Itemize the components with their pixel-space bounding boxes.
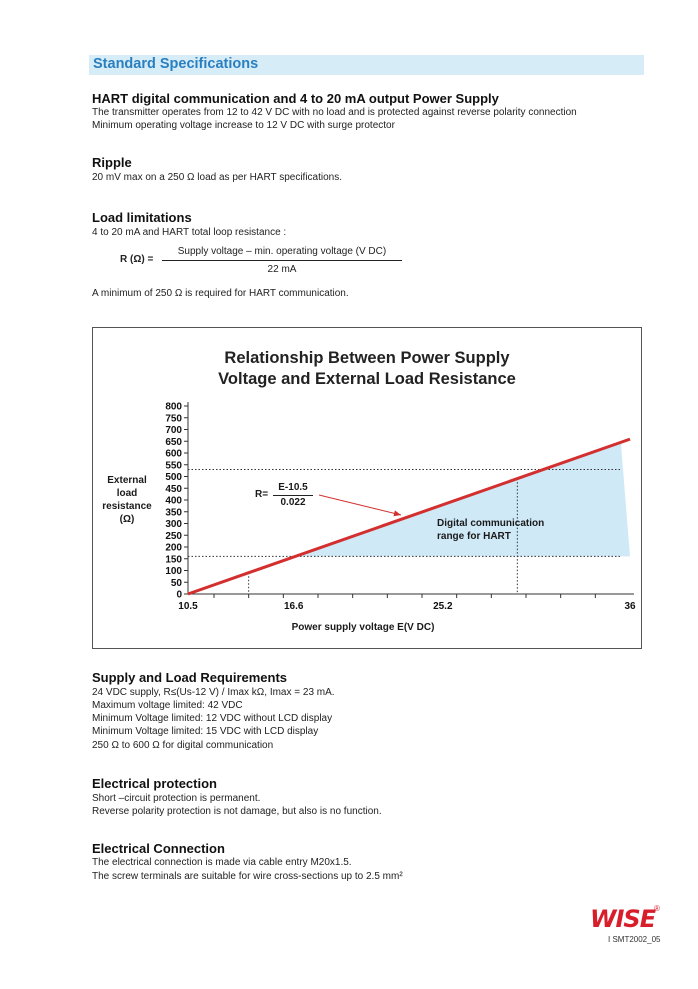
ripple-line-1: 20 mV max on a 250 Ω load as per HART sp…	[92, 172, 343, 183]
y-tick-label: 700	[165, 425, 182, 436]
hart-line-1: The transmitter operates from 12 to 42 V…	[92, 107, 577, 118]
electrical-protection-heading: Electrical protection	[92, 776, 217, 791]
y-tick-label: 100	[165, 566, 182, 577]
y-axis-label: External load resistance (Ω)	[97, 474, 157, 526]
x-tick-label: 10.5	[178, 601, 198, 612]
x-tick-label: 16.6	[284, 601, 304, 612]
y-axis-label-line: resistance	[102, 501, 152, 512]
supply-line: Maximum voltage limited: 42 VDC	[92, 700, 243, 711]
supply-line: 24 VDC supply, R≤(Us-12 V) / Imax kΩ, Im…	[92, 687, 335, 698]
series-line	[187, 437, 631, 596]
y-ticks: 0501001502002503003504004505005506006507…	[165, 402, 188, 601]
electrical-connection-line: The electrical connection is made via ca…	[92, 857, 352, 868]
y-tick-label: 50	[171, 578, 183, 589]
y-tick-label: 200	[165, 543, 182, 554]
y-axis-label-line: External	[107, 475, 147, 486]
section-banner: Standard Specifications	[89, 55, 644, 75]
section-title: Standard Specifications	[93, 56, 259, 72]
load-heading: Load limitations	[92, 210, 192, 225]
load-line-2: A minimum of 250 Ω is required for HART …	[92, 288, 349, 299]
electrical-connection-heading: Electrical Connection	[92, 841, 225, 856]
y-tick-label: 600	[165, 449, 182, 460]
hart-line-2: Minimum operating voltage increase to 12…	[92, 120, 395, 131]
chart-formula-bar	[273, 495, 313, 496]
load-formula-lhs: R (Ω) =	[120, 254, 154, 265]
y-tick-label: 650	[165, 437, 182, 448]
wise-logo: WISE	[590, 905, 656, 933]
load-formula-bar	[162, 260, 402, 261]
load-formula-numerator: Supply voltage – min. operating voltage …	[177, 246, 387, 257]
region-label-line-1: Digital communication	[437, 518, 545, 529]
hart-heading: HART digital communication and 4 to 20 m…	[92, 91, 499, 106]
formula-arrow	[318, 494, 402, 516]
chart-formula-lhs: R=	[255, 489, 269, 500]
load-line-1: 4 to 20 mA and HART total loop resistanc…	[92, 227, 287, 238]
registered-mark: ®	[654, 904, 660, 913]
chart-formula-numerator: E-10.5	[278, 482, 308, 493]
supply-line: Minimum Voltage limited: 15 VDC with LCD…	[92, 726, 319, 737]
formula-arrowhead	[393, 510, 401, 517]
chart-formula-denominator: 0.022	[280, 497, 306, 508]
ripple-heading: Ripple	[92, 155, 132, 170]
x-tick-label: 25.2	[433, 601, 453, 612]
chart-plot: 0501001502002503003504004505005506006507…	[165, 402, 636, 613]
x-ticks: 10.5 16.6 25.2 36	[178, 594, 636, 612]
supply-line: Minimum Voltage limited: 12 VDC without …	[92, 713, 333, 724]
x-axis-label: Power supply voltage E(V DC)	[291, 622, 435, 633]
y-tick-label: 750	[165, 413, 182, 424]
load-formula-denominator: 22 mA	[267, 264, 297, 275]
electrical-protection-line: Short –circuit protection is permanent.	[92, 793, 261, 804]
electrical-protection-line: Reverse polarity protection is not damag…	[92, 806, 382, 817]
region-label-line-2: range for HART	[437, 531, 511, 542]
y-tick-label: 0	[176, 590, 182, 601]
y-tick-label: 150	[165, 554, 182, 565]
y-tick-label: 550	[165, 460, 182, 471]
y-tick-label: 400	[165, 496, 182, 507]
y-tick-label: 350	[165, 507, 182, 518]
y-axis-label-line: (Ω)	[119, 514, 135, 525]
region-label: Digital communication range for HART	[437, 517, 544, 543]
x-tick-label: 36	[624, 601, 636, 612]
document-code: I SMT2002_05	[608, 935, 661, 944]
chart-title-line-1: Relationship Between Power Supply	[224, 349, 510, 367]
supply-line: 250 Ω to 600 Ω for digital communication	[92, 740, 274, 751]
reference-lines	[188, 468, 620, 594]
chart-container: Relationship Between Power Supply Voltag…	[92, 327, 642, 649]
y-tick-label: 450	[165, 484, 182, 495]
y-tick-label: 500	[165, 472, 182, 483]
y-axis-label-line: load	[116, 488, 138, 499]
y-tick-label: 300	[165, 519, 182, 530]
chart-title-line-2: Voltage and External Load Resistance	[218, 370, 516, 388]
chart-title: Relationship Between Power Supply Voltag…	[93, 348, 641, 390]
electrical-connection-line: The screw terminals are suitable for wir…	[92, 871, 403, 882]
y-tick-label: 800	[165, 402, 182, 413]
supply-heading: Supply and Load Requirements	[92, 670, 288, 685]
y-tick-label: 250	[165, 531, 182, 542]
